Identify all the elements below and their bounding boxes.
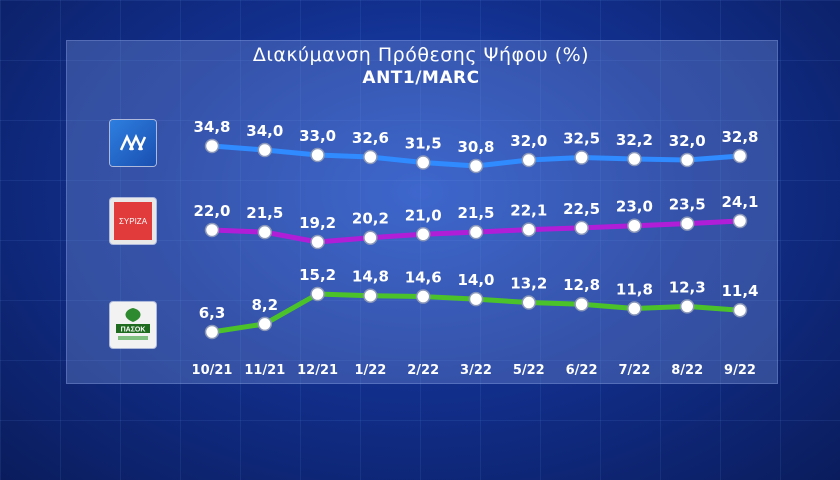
syriza-point-3 (363, 230, 378, 245)
pasok-data-label-4: 14,6 (405, 269, 442, 287)
pasok-data-label-3: 14,8 (352, 268, 389, 286)
nd-point-9 (679, 152, 695, 168)
pasok-point-5 (468, 291, 484, 307)
x-tick-label-7: 6/22 (566, 363, 598, 378)
pasok-data-label-5: 14,0 (457, 271, 494, 289)
pasok-data-label-10: 11,4 (721, 282, 758, 300)
syriza-point-1 (257, 224, 273, 240)
x-tick-label-5: 3/22 (460, 363, 492, 378)
pasok-data-label-1: 8,2 (252, 296, 279, 314)
pasok-data-label-8: 11,8 (616, 281, 653, 299)
nd-point-6 (521, 152, 537, 168)
nd-data-label-6: 32,0 (510, 132, 547, 150)
nd-data-label-0: 34,8 (193, 118, 230, 136)
x-tick-label-3: 1/22 (354, 363, 386, 378)
syriza-point-0 (204, 222, 220, 238)
x-tick-label-10: 9/22 (724, 363, 756, 378)
syriza-point-10 (732, 213, 748, 229)
nd-data-label-7: 32,5 (563, 130, 600, 148)
nd-point-2 (310, 147, 325, 163)
x-tick-label-0: 10/21 (192, 363, 233, 378)
syriza-data-label-4: 21,0 (405, 206, 442, 224)
nd-point-8 (627, 151, 642, 167)
syriza-point-8 (627, 218, 642, 233)
syriza-point-2 (310, 234, 325, 250)
syriza-logo-text: ΣΥΡΙΖΑ (119, 217, 148, 226)
pasok-data-label-6: 13,2 (510, 275, 547, 293)
nd-data-label-2: 33,0 (299, 127, 336, 145)
nd-data-label-3: 32,6 (352, 129, 389, 147)
x-tick-label-4: 2/22 (407, 363, 439, 378)
nd-point-3 (363, 149, 378, 165)
pasok-point-2 (310, 286, 325, 302)
nd-logo-icon (110, 120, 156, 166)
pasok-point-10 (732, 302, 748, 318)
syriza-data-label-2: 19,2 (299, 214, 336, 232)
chart-panel (66, 40, 778, 384)
pasok-point-6 (521, 295, 537, 310)
nd-data-label-9: 32,0 (669, 132, 706, 150)
pasok-point-8 (627, 301, 642, 316)
syriza-point-6 (521, 222, 537, 237)
nd-point-0 (204, 138, 220, 154)
pasok-point-1 (257, 316, 273, 332)
nd-point-4 (415, 155, 431, 170)
nd-point-7 (574, 150, 589, 165)
nd-point-1 (257, 142, 273, 158)
syriza-point-7 (574, 220, 589, 236)
syriza-data-label-8: 23,0 (616, 198, 653, 216)
x-tick-label-2: 12/21 (297, 363, 338, 378)
nd-data-label-1: 34,0 (246, 122, 283, 140)
pasok-data-label-2: 15,2 (299, 266, 336, 284)
pasok-logo-icon: ΠΑΣΟΚ (110, 302, 156, 348)
syriza-data-label-10: 24,1 (721, 193, 758, 211)
pasok-data-label-7: 12,8 (563, 276, 600, 294)
chart-title: Διακύμανση Πρόθεσης Ψήφου (%) (252, 44, 590, 66)
syriza-logo-icon: ΣΥΡΙΖΑ (110, 198, 156, 244)
syriza-data-label-6: 22,1 (510, 202, 547, 220)
nd-data-label-10: 32,8 (721, 128, 758, 146)
nd-data-label-8: 32,2 (616, 131, 653, 149)
pasok-point-0 (204, 324, 220, 340)
nd-point-10 (732, 148, 748, 164)
syriza-data-label-9: 23,5 (669, 196, 706, 214)
x-tick-label-6: 5/22 (513, 363, 545, 378)
x-tick-label-1: 11/21 (244, 363, 285, 378)
x-tick-label-8: 7/22 (618, 363, 650, 378)
x-tick-label-9: 8/22 (671, 363, 703, 378)
pasok-point-4 (415, 289, 431, 304)
pasok-data-label-9: 12,3 (669, 278, 706, 296)
syriza-data-label-5: 21,5 (457, 204, 494, 222)
pasok-point-9 (679, 299, 695, 314)
pasok-point-7 (574, 296, 589, 312)
syriza-data-label-1: 21,5 (246, 204, 283, 222)
syriza-point-5 (468, 224, 484, 240)
nd-point-5 (468, 158, 484, 174)
syriza-data-label-0: 22,0 (193, 202, 230, 220)
syriza-point-4 (415, 227, 431, 242)
pasok-point-3 (363, 288, 378, 303)
syriza-point-9 (679, 216, 695, 231)
syriza-data-label-3: 20,2 (352, 210, 389, 228)
pasok-data-label-0: 6,3 (199, 304, 226, 322)
nd-data-label-5: 30,8 (457, 138, 494, 156)
syriza-data-label-7: 22,5 (563, 200, 600, 218)
chart-subtitle: ANT1/MARC (362, 68, 480, 88)
pasok-logo-text: ΠΑΣΟΚ (121, 327, 146, 334)
nd-data-label-4: 31,5 (405, 135, 442, 153)
